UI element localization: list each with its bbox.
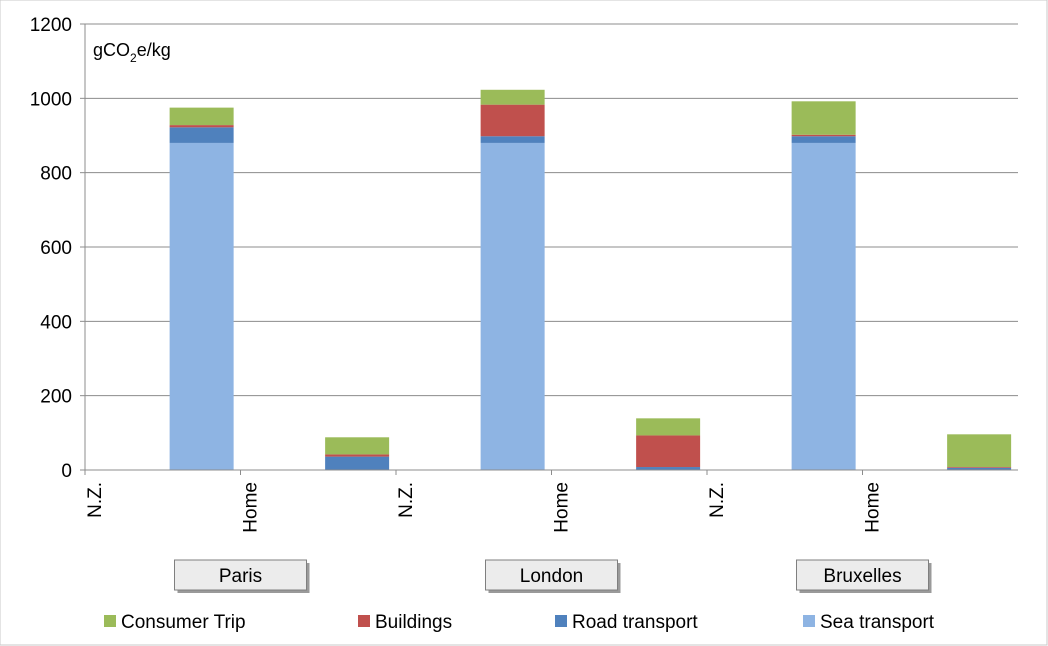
bar-segment-consumer-trip xyxy=(791,101,856,135)
y-tick-label: 1200 xyxy=(30,15,72,36)
y-tick-label: 0 xyxy=(61,461,72,482)
bar-segment-consumer-trip xyxy=(947,434,1012,468)
bar-segment-buildings xyxy=(325,454,390,457)
gridlines xyxy=(80,23,1018,471)
y-unit-label: gCO2e/kg xyxy=(93,40,171,65)
group-label-box: London xyxy=(485,559,621,593)
x-category-label: N.Z. xyxy=(396,482,417,518)
bar-segment-buildings xyxy=(636,435,701,468)
group-label-box: Bruxelles xyxy=(796,559,932,593)
legend-item-consumer-trip: Consumer Trip xyxy=(104,612,246,633)
y-tick-label: 600 xyxy=(40,238,72,259)
group-box xyxy=(485,559,618,591)
bar-segment-road-transport xyxy=(480,136,545,143)
bar-segment-sea-transport xyxy=(169,142,234,470)
legend-item-road-transport: Road transport xyxy=(555,612,698,633)
x-category-label: N.Z. xyxy=(85,482,106,518)
bar-segment-consumer-trip xyxy=(325,437,390,455)
x-category-label: Home xyxy=(241,482,262,533)
legend-item-buildings: Buildings xyxy=(358,612,452,633)
bar-segment-sea-transport xyxy=(480,142,545,470)
bar-segment-consumer-trip xyxy=(480,89,545,105)
y-tick-label: 400 xyxy=(40,312,72,333)
bar-segment-road-transport xyxy=(947,467,1012,470)
bar-segment-sea-transport xyxy=(791,142,856,470)
bar-segment-consumer-trip xyxy=(636,418,701,436)
category-labels: N.Z. Home N.Z. Home N.Z. Home xyxy=(84,470,884,533)
y-axis-ticks: 0 200 400 600 800 1000 1200 xyxy=(30,15,72,482)
legend-label: Road transport xyxy=(572,612,698,633)
group-label-box: Paris xyxy=(174,559,310,593)
bar-segment-buildings xyxy=(480,104,545,137)
y-tick-label: 1000 xyxy=(30,89,72,110)
group-label: Paris xyxy=(219,566,262,587)
legend-swatch xyxy=(555,615,567,627)
bar-segment-road-transport xyxy=(791,136,856,143)
x-category-label: Home xyxy=(552,482,573,533)
x-category-label: N.Z. xyxy=(707,482,728,518)
group-label: Bruxelles xyxy=(823,566,901,587)
bar-segment-consumer-trip xyxy=(169,107,234,126)
group-box xyxy=(796,559,929,591)
legend-label: Sea transport xyxy=(820,612,935,633)
bars xyxy=(169,89,1012,470)
bar-segment-buildings xyxy=(169,125,234,128)
bar-segment-road-transport xyxy=(169,127,234,143)
legend-swatch xyxy=(104,615,116,627)
legend-item-sea-transport: Sea transport xyxy=(803,612,935,633)
bar-segment-road-transport xyxy=(325,456,390,470)
x-category-label: Home xyxy=(863,482,884,533)
group-label: London xyxy=(520,566,583,587)
y-tick-label: 800 xyxy=(40,164,72,185)
legend-swatch xyxy=(358,615,370,627)
y-tick-label: 200 xyxy=(40,387,72,408)
bar-segment-buildings xyxy=(791,134,856,137)
group-labels: Paris London Bruxelles xyxy=(174,559,932,593)
group-box xyxy=(174,559,307,591)
legend-label: Buildings xyxy=(375,612,452,633)
legend-label: Consumer Trip xyxy=(121,612,246,633)
legend-swatch xyxy=(803,615,815,627)
bar-segment-buildings xyxy=(947,467,1012,468)
bar-segment-road-transport xyxy=(636,467,701,470)
legend: Consumer Trip Buildings Road transport Sea … xyxy=(104,612,935,633)
